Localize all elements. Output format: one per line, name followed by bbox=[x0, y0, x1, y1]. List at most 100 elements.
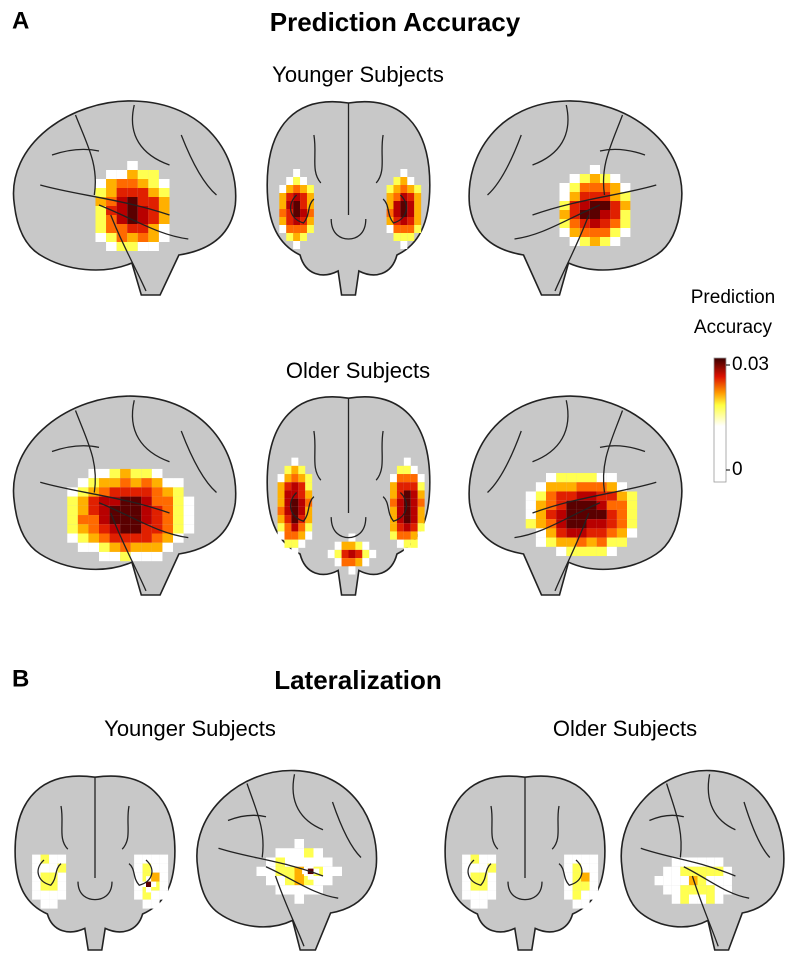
activation-voxel bbox=[275, 876, 285, 886]
activation-voxel bbox=[386, 193, 394, 201]
activation-voxel bbox=[148, 188, 159, 197]
activation-voxel bbox=[596, 509, 607, 520]
brain-sulcus bbox=[559, 860, 582, 885]
activation-voxel bbox=[284, 490, 292, 499]
activation-voxel bbox=[546, 482, 557, 492]
panel-title: Lateralization bbox=[274, 665, 442, 695]
activation-voxel bbox=[284, 515, 292, 524]
activation-voxel bbox=[410, 465, 418, 475]
activation-voxel bbox=[400, 209, 408, 217]
activation-voxel bbox=[151, 854, 160, 864]
activation-voxel bbox=[304, 885, 314, 895]
activation-voxel bbox=[183, 515, 195, 525]
activation-voxel bbox=[298, 490, 306, 499]
activation-voxel bbox=[327, 549, 335, 559]
activation-voxel bbox=[313, 848, 323, 858]
activation-voxel bbox=[293, 241, 301, 249]
activation-voxel bbox=[706, 894, 715, 904]
activation-voxel bbox=[293, 177, 301, 185]
activation-voxel bbox=[606, 528, 617, 538]
activation-voxel bbox=[266, 876, 276, 886]
activation-voxel bbox=[596, 537, 607, 547]
activation-voxel bbox=[305, 474, 313, 483]
activation-voxel bbox=[332, 866, 342, 876]
activation-voxel bbox=[572, 872, 582, 882]
activation-voxel bbox=[589, 237, 600, 246]
activation-voxel bbox=[99, 551, 110, 562]
activation-voxel bbox=[120, 524, 131, 534]
activation-voxel bbox=[293, 193, 301, 201]
activation-voxel bbox=[304, 857, 314, 867]
activation-voxel bbox=[334, 549, 342, 559]
activation-voxel bbox=[99, 505, 110, 516]
activation-voxel bbox=[579, 174, 590, 183]
activation-voxel bbox=[294, 876, 304, 886]
activation-voxel bbox=[313, 857, 323, 867]
activation-voxel bbox=[697, 876, 707, 886]
activation-voxel bbox=[148, 242, 159, 251]
brain-sulcus bbox=[293, 774, 323, 830]
activation-voxel bbox=[572, 890, 582, 900]
activation-voxel bbox=[564, 881, 573, 891]
activation-voxel bbox=[279, 185, 287, 193]
activation-voxel bbox=[414, 209, 422, 217]
activation-voxel bbox=[127, 206, 138, 215]
activation-voxel bbox=[341, 558, 349, 567]
activation-voxel bbox=[348, 541, 356, 550]
panel-letter: B bbox=[12, 665, 29, 692]
activation-voxel bbox=[620, 183, 631, 192]
brain-sulcus bbox=[533, 105, 568, 165]
activation-voxel bbox=[579, 201, 590, 210]
activation-voxel bbox=[159, 881, 169, 891]
activation-voxel bbox=[487, 863, 497, 873]
activation-voxel bbox=[130, 533, 142, 543]
brain-sulcus bbox=[99, 205, 188, 239]
activation-voxel bbox=[566, 509, 577, 520]
activation-voxel bbox=[159, 890, 169, 900]
activation-voxel bbox=[137, 206, 149, 215]
activation-voxel bbox=[407, 209, 415, 217]
activation-voxel bbox=[130, 551, 142, 562]
activation-voxel bbox=[479, 899, 488, 909]
activation-voxel bbox=[556, 509, 567, 520]
activation-voxel bbox=[579, 183, 590, 192]
activation-voxel bbox=[566, 482, 577, 492]
activation-voxel bbox=[109, 496, 121, 506]
activation-voxel bbox=[627, 500, 638, 510]
activation-voxel bbox=[581, 872, 590, 882]
activation-voxel bbox=[285, 876, 295, 886]
activation-voxel bbox=[57, 881, 67, 891]
activation-voxel bbox=[606, 473, 617, 483]
activation-voxel bbox=[596, 528, 607, 538]
activation-voxel bbox=[298, 539, 306, 548]
activation-voxel bbox=[116, 188, 128, 197]
activation-voxel bbox=[386, 209, 394, 217]
activation-voxel bbox=[158, 215, 170, 224]
activation-voxel bbox=[142, 890, 152, 900]
brain-sulcus bbox=[314, 431, 321, 480]
activation-voxel bbox=[589, 228, 600, 237]
activation-voxel bbox=[400, 201, 408, 209]
activation-voxel bbox=[596, 519, 607, 529]
activation-voxel bbox=[323, 857, 333, 867]
activation-voxel bbox=[277, 506, 285, 516]
activation-voxel bbox=[396, 539, 404, 548]
activation-voxel bbox=[159, 872, 169, 882]
activation-voxel bbox=[137, 215, 149, 224]
activation-voxel bbox=[173, 496, 184, 506]
colorbar-tick-label: 0 bbox=[732, 459, 743, 480]
activation-voxel bbox=[300, 193, 307, 201]
activation-voxel bbox=[559, 183, 570, 192]
activation-voxel bbox=[106, 188, 117, 197]
activation-voxel bbox=[586, 482, 597, 492]
brain-sulcus bbox=[132, 105, 169, 165]
activation-voxel bbox=[67, 505, 78, 516]
activation-voxel bbox=[581, 890, 590, 900]
activation-voxel bbox=[95, 233, 107, 242]
activation-voxel bbox=[183, 496, 195, 506]
activation-voxel bbox=[393, 201, 401, 209]
activation-voxel bbox=[300, 233, 307, 241]
activation-voxel bbox=[355, 558, 363, 567]
activation-voxel bbox=[535, 528, 546, 538]
activation-voxel bbox=[596, 473, 607, 483]
